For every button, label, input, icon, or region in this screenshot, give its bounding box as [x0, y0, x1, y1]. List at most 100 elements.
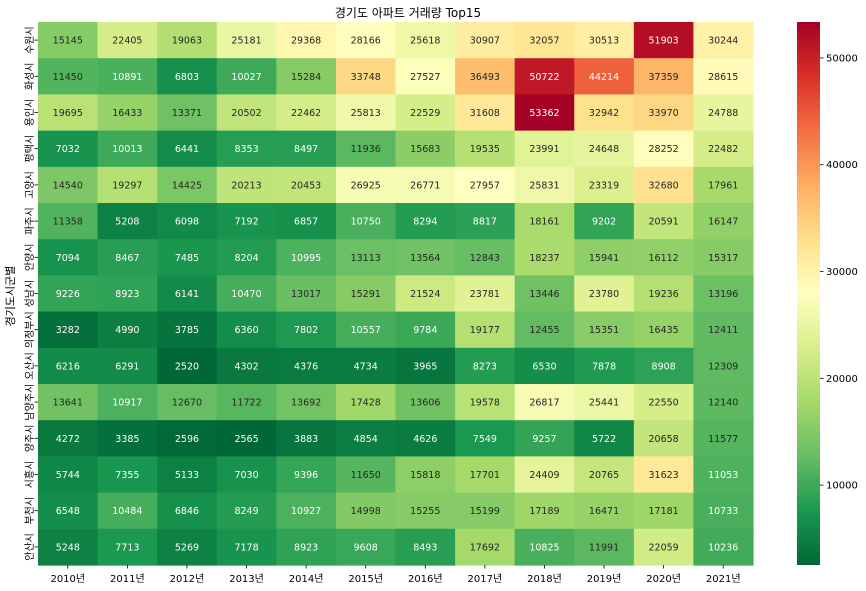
heatmap-cell [276, 203, 337, 240]
cell-value-label: 15351 [589, 325, 619, 336]
heatmap-cell [97, 166, 158, 204]
cell-value-label: 14998 [351, 506, 381, 517]
cell-value-label: 8294 [413, 217, 437, 228]
heatmap-cell [276, 528, 337, 566]
cell-value-label: 17181 [649, 506, 679, 517]
cell-value-label: 12670 [172, 398, 202, 409]
heatmap-cell [38, 420, 99, 457]
heatmap-cell [276, 22, 337, 59]
heatmap-cell [514, 22, 575, 59]
heatmap-cell [395, 166, 456, 204]
cell-value-label: 21524 [410, 289, 440, 300]
cell-value-label: 13564 [410, 253, 440, 264]
cell-value-label: 6291 [115, 361, 139, 372]
y-tick-label: 용인시 [24, 99, 36, 127]
cell-value-label: 16435 [649, 325, 679, 336]
cell-value-label: 13641 [53, 398, 83, 409]
cell-value-label: 15291 [351, 289, 381, 300]
heatmap-cell [38, 22, 99, 59]
x-tick-label: 2016년 [408, 573, 443, 585]
heatmap-cell [216, 384, 277, 421]
cell-value-label: 24409 [529, 470, 559, 481]
heatmap-cell [574, 492, 635, 530]
cell-value-label: 5722 [592, 434, 616, 445]
cell-value-label: 20453 [291, 180, 321, 191]
heatmap-cell [395, 239, 456, 276]
cell-value-label: 37359 [649, 72, 679, 83]
x-tick-label: 2013년 [229, 573, 264, 585]
heatmap-cell [157, 420, 218, 457]
heatmap-cell [335, 166, 397, 204]
heatmap-cells: 15145 22405 19063 25181 29368 28166 25618 30907… [38, 22, 754, 566]
heatmap-cell [455, 22, 516, 59]
heatmap-cell [395, 347, 456, 385]
cell-value-label: 7485 [175, 253, 199, 264]
cell-value-label: 22059 [649, 542, 679, 553]
y-tick-label: 화성시 [24, 62, 36, 90]
cell-value-label: 19236 [649, 289, 679, 300]
heatmap-cell [335, 311, 397, 349]
cell-value-label: 20591 [649, 217, 679, 228]
cell-value-label: 6216 [56, 361, 80, 372]
heatmap-cell [157, 275, 218, 313]
heatmap-cell [335, 130, 397, 168]
heatmap-cell [276, 420, 337, 457]
cell-value-label: 7549 [473, 434, 497, 445]
cell-value-label: 17428 [351, 398, 381, 409]
cell-value-label: 9202 [592, 217, 616, 228]
cell-value-label: 32057 [529, 36, 559, 47]
colorbar-tick-label: 50000 [826, 53, 858, 64]
cell-value-label: 4990 [115, 325, 139, 336]
heatmap-cell [514, 420, 575, 457]
cell-value-label: 36493 [470, 72, 500, 83]
cell-value-label: 7032 [56, 144, 80, 155]
colorbar [797, 22, 820, 565]
cell-value-label: 15317 [708, 253, 738, 264]
y-tick-label: 파주시 [24, 207, 36, 235]
cell-value-label: 10917 [112, 398, 142, 409]
heatmap-cell [693, 347, 754, 385]
cell-value-label: 3785 [175, 325, 199, 336]
heatmap-cell [455, 456, 516, 494]
cell-value-label: 10484 [112, 506, 142, 517]
cell-value-label: 6360 [234, 325, 258, 336]
cell-value-label: 19695 [53, 108, 83, 119]
y-tick-label: 수원시 [24, 26, 36, 54]
cell-value-label: 10927 [291, 506, 321, 517]
cell-value-label: 10557 [351, 325, 381, 336]
heatmap-cell [395, 492, 456, 530]
cell-value-label: 7802 [294, 325, 318, 336]
heatmap-cell [216, 311, 277, 349]
cell-value-label: 11450 [53, 72, 83, 83]
cell-value-label: 9608 [354, 542, 378, 553]
heatmap-cell [38, 58, 99, 95]
heatmap-cell [216, 130, 277, 168]
heatmap-cell [157, 347, 218, 385]
heatmap-cell [276, 456, 337, 494]
heatmap-cell [276, 275, 337, 313]
cell-value-label: 6441 [175, 144, 199, 155]
cell-value-label: 24788 [708, 108, 738, 119]
heatmap-cell [157, 384, 218, 421]
heatmap-cell [216, 347, 277, 385]
cell-value-label: 15199 [470, 506, 500, 517]
cell-value-label: 11358 [53, 217, 83, 228]
x-axis-ticks: 2010년 2011년 2012년 2013년 2014년 2015년 2016년 2017년… [50, 565, 741, 585]
heatmap-cell [633, 311, 695, 349]
cell-value-label: 6803 [175, 72, 199, 83]
heatmap-cell [38, 528, 99, 566]
cell-value-label: 20658 [649, 434, 679, 445]
heatmap-cell [633, 22, 695, 59]
heatmap-cell [455, 239, 516, 276]
heatmap-cell [395, 94, 456, 132]
cell-value-label: 11577 [708, 434, 738, 445]
heatmap-cell [574, 456, 635, 494]
heatmap-cell [38, 166, 99, 204]
heatmap-cell [693, 420, 754, 457]
heatmap-cell [38, 492, 99, 530]
heatmap-cell [216, 492, 277, 530]
cell-value-label: 14540 [53, 180, 83, 191]
x-tick-label: 2014년 [289, 573, 324, 585]
cell-value-label: 10470 [231, 289, 261, 300]
heatmap-cell [455, 203, 516, 240]
